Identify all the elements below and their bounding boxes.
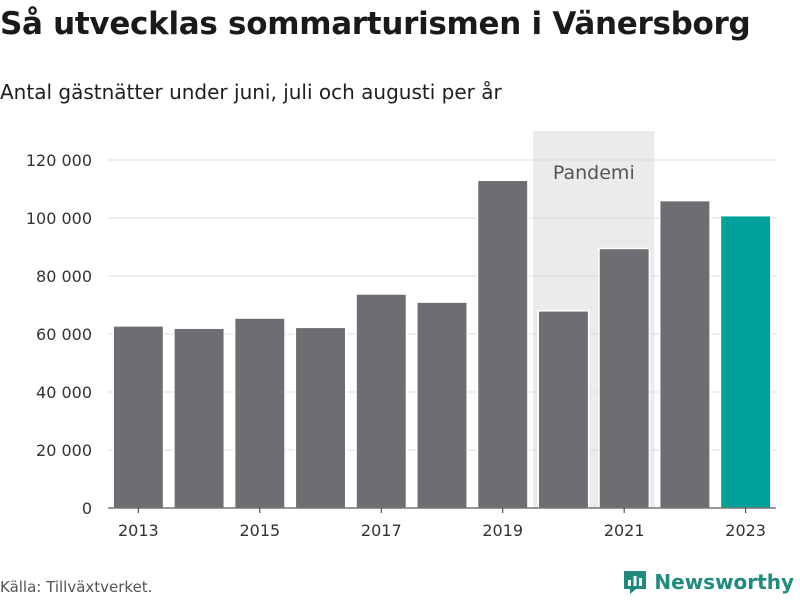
source-note: Källa: Tillväxtverket.	[0, 578, 153, 596]
bar-2020	[537, 310, 590, 509]
y-tick-label: 0	[82, 499, 92, 518]
y-tick-label: 120 000	[26, 151, 92, 170]
newsworthy-logo: Newsworthy	[622, 569, 794, 595]
x-tick-label: 2023	[725, 521, 766, 540]
x-tick-label: 2013	[118, 521, 159, 540]
bar-2015	[233, 317, 286, 509]
chart-title: Så utvecklas sommarturismen i Vänersborg	[0, 6, 751, 42]
y-tick-label: 60 000	[36, 325, 92, 344]
bar-2013	[112, 325, 165, 509]
y-tick-label: 40 000	[36, 383, 92, 402]
chart-subtitle: Antal gästnätter under juni, juli och au…	[0, 80, 502, 104]
bar-chart: Pandemi 0 20 000 40 000 60 000 80 000 100 000 1…	[26, 131, 776, 540]
brand-name: Newsworthy	[654, 570, 794, 594]
x-tick-label: 2017	[361, 521, 402, 540]
bar-2018	[416, 301, 468, 509]
bar-2017	[355, 293, 408, 509]
x-tick-label: 2015	[239, 521, 280, 540]
x-tick-label: 2021	[604, 521, 645, 540]
y-tick-label: 80 000	[36, 267, 92, 286]
pandemic-band-label: Pandemi	[553, 162, 635, 184]
bar-2021	[598, 247, 651, 509]
y-tick-label: 20 000	[36, 441, 92, 460]
x-tick-label: 2019	[482, 521, 523, 540]
bar-2014	[173, 327, 226, 509]
bar-chart-logo-icon	[624, 571, 647, 594]
bar-2019	[476, 179, 529, 509]
bar-2023	[719, 214, 772, 509]
bar-2022	[658, 199, 711, 509]
y-tick-label: 100 000	[26, 209, 92, 228]
bar-2016	[294, 326, 347, 509]
